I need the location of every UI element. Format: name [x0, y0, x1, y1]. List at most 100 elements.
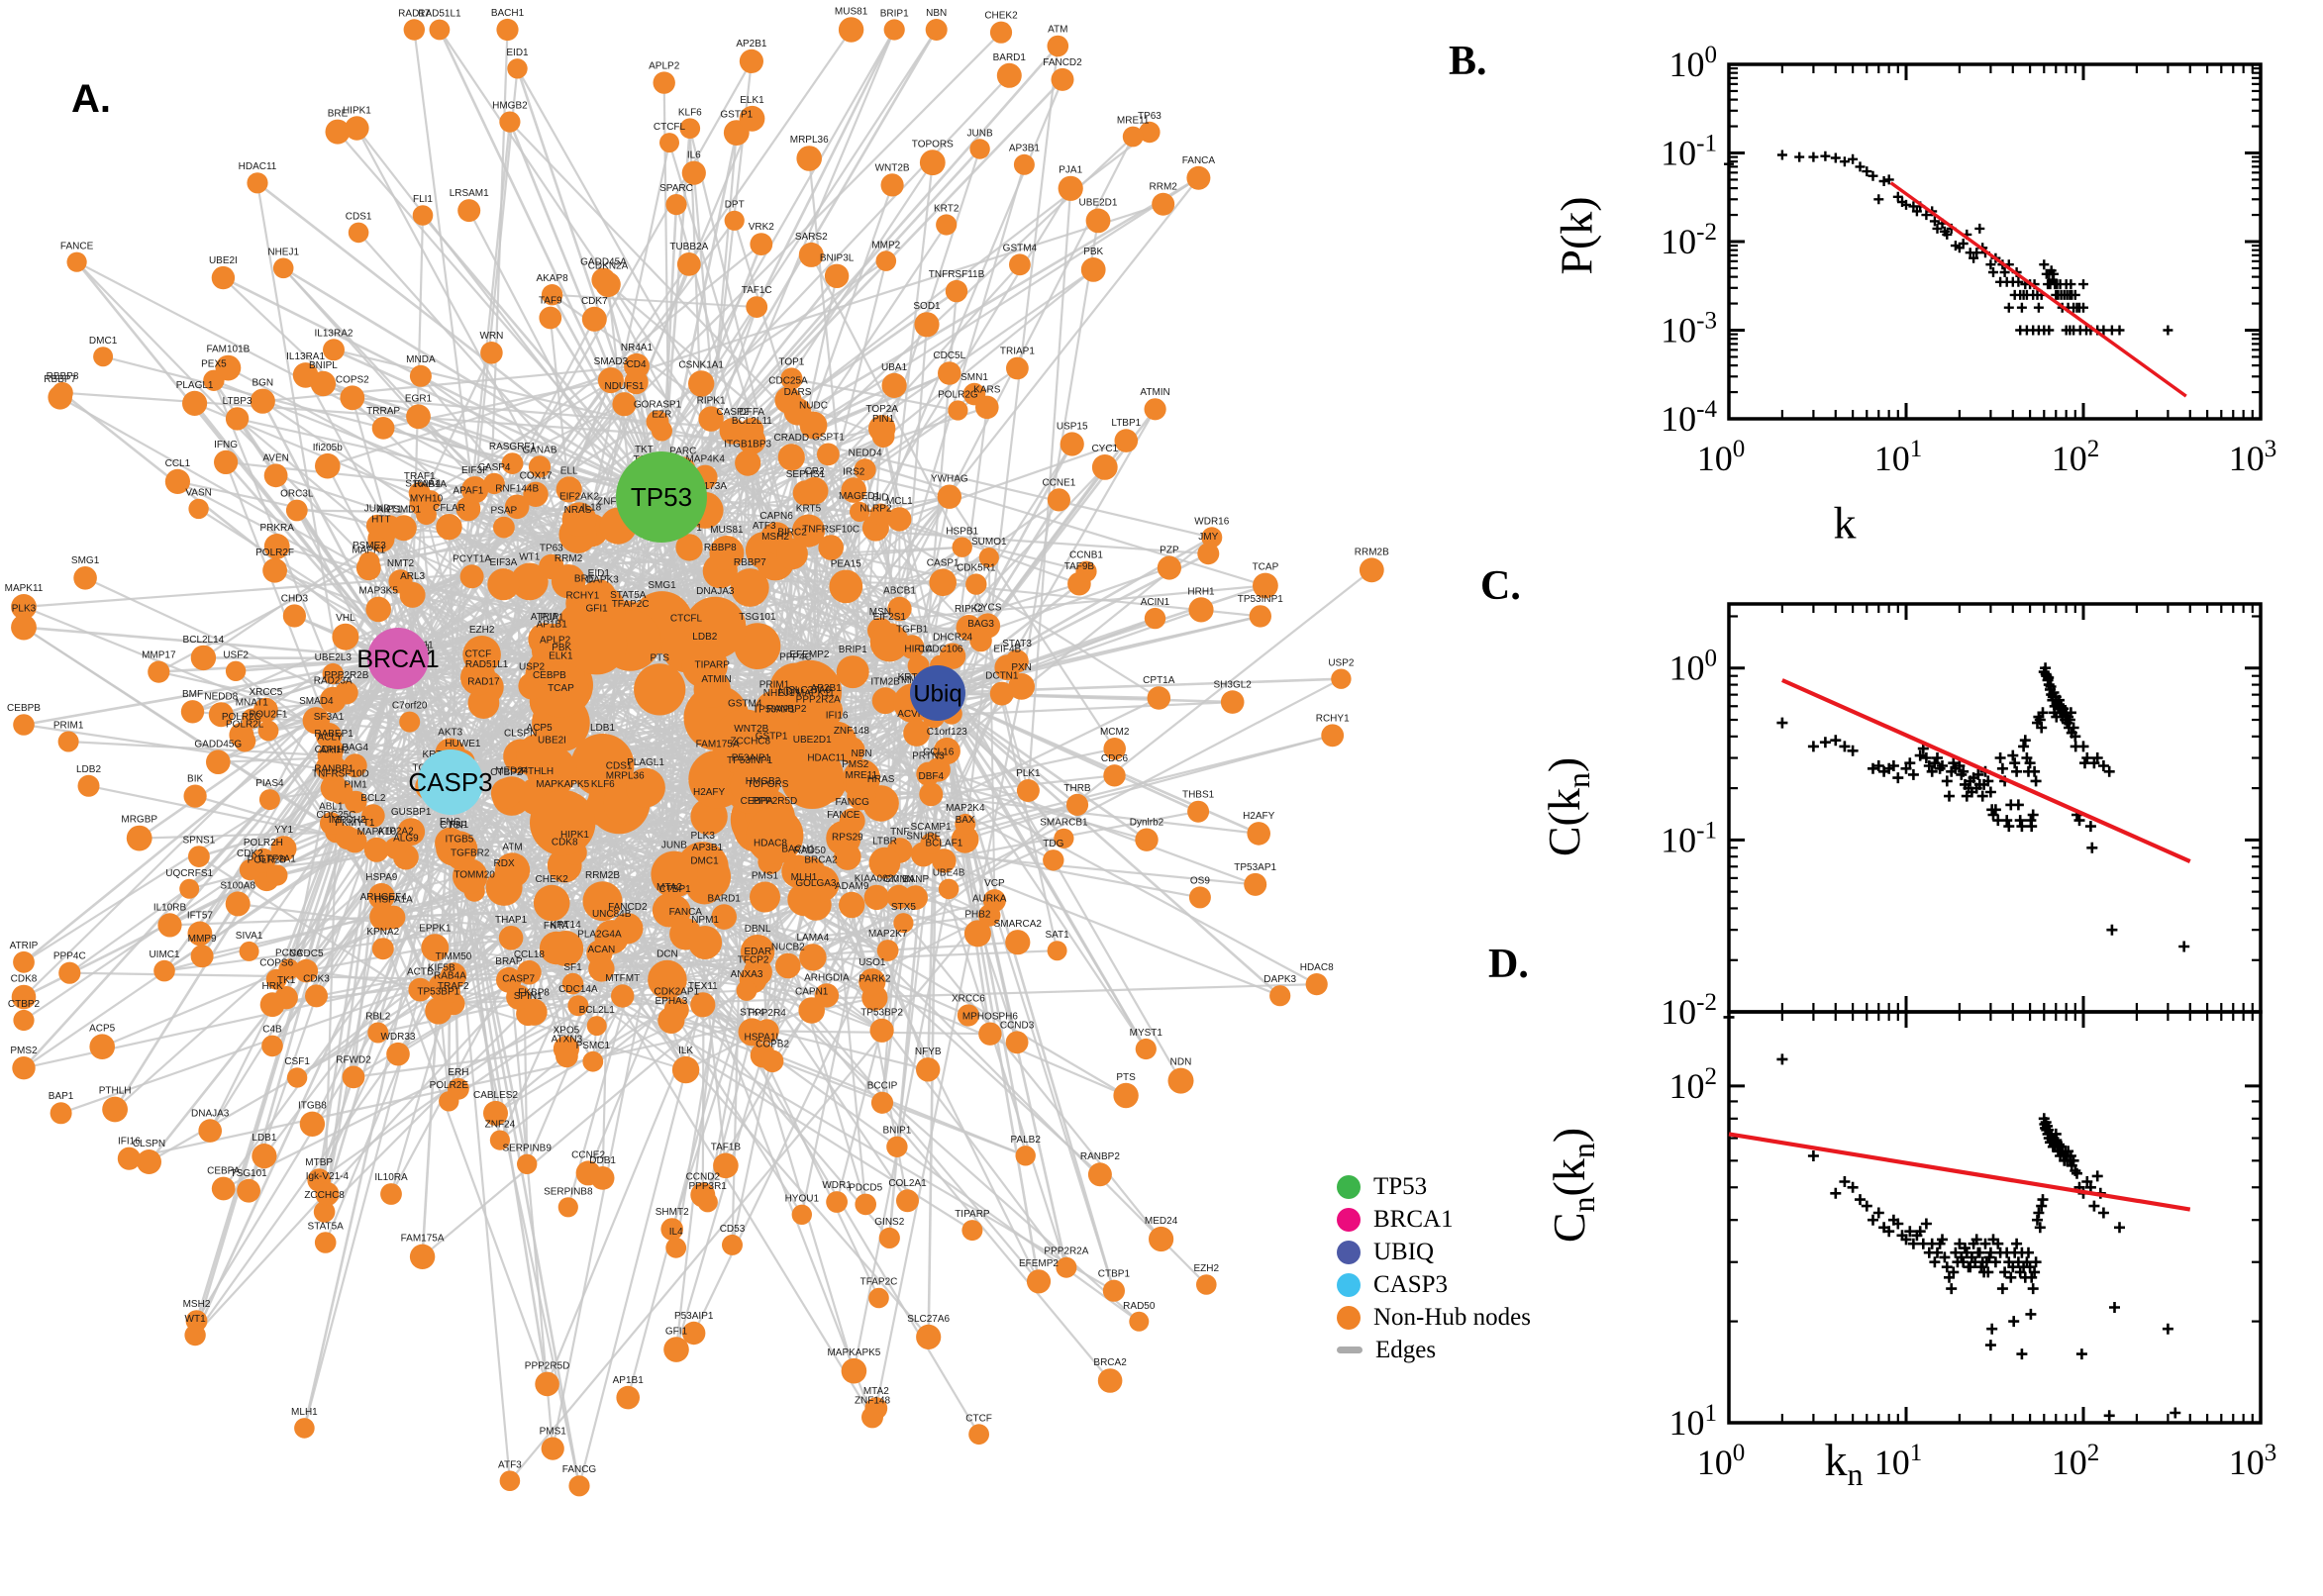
network-node-label: LDB1 — [252, 1133, 276, 1144]
network-node-label: SOD1 — [913, 301, 941, 312]
network-node — [665, 1237, 687, 1258]
network-node — [425, 997, 453, 1025]
network-node-label: CTCFL — [654, 122, 686, 133]
network-node-label: PMS2 — [10, 1046, 38, 1056]
network-node — [665, 194, 687, 216]
network-node — [567, 995, 589, 1017]
network-node-label: CD4 — [627, 359, 647, 370]
network-node-label: FANCE — [60, 242, 94, 252]
network-node-label: ACP5 — [89, 1023, 116, 1034]
network-node-label: VRK2 — [749, 222, 775, 233]
network-node-label: DPT — [725, 200, 745, 211]
network-node-label: APLP2 — [540, 636, 571, 647]
network-node — [1051, 67, 1074, 91]
network-node-label: PLA2G4A — [577, 929, 622, 940]
network-node — [750, 881, 780, 913]
network-node-label: VASN — [185, 488, 212, 499]
network-node-label: RRM2 — [555, 553, 583, 564]
network-node — [1013, 153, 1035, 175]
network-node-label: ATF3 — [498, 1459, 522, 1470]
network-node-label: BCL2L14 — [183, 635, 225, 646]
network-node — [548, 931, 584, 966]
network-node — [1005, 649, 1029, 673]
network-node-label: CYCS — [974, 603, 1002, 614]
network-node — [829, 569, 863, 604]
network-node — [1009, 253, 1031, 276]
network-node-label: RCHY1 — [1316, 713, 1350, 724]
network-node-label: BACH1 — [781, 845, 815, 855]
network-node-label: HSPA1L — [744, 1032, 781, 1043]
network-node — [961, 1220, 983, 1242]
network-node-label: COX17 — [520, 471, 553, 482]
network-node — [568, 1475, 590, 1497]
network-node-label: GMNN — [883, 874, 914, 885]
network-node — [257, 720, 279, 742]
network-node-label: SMARCB1 — [1040, 818, 1088, 829]
network-node-label: CDK8 — [11, 974, 38, 985]
network-node-label: TRAF1 — [404, 471, 436, 482]
network-node-label: WRN — [479, 331, 503, 342]
network-node-label: EZH2 — [469, 625, 495, 636]
network-node-label: COL2A1 — [888, 1178, 927, 1189]
network-node-label: ZCCHC8 — [304, 1190, 345, 1201]
network-node — [736, 980, 758, 1001]
network-node — [530, 789, 596, 856]
network-node — [182, 390, 208, 416]
network-node-label: NDUFS1 — [604, 381, 644, 392]
tick-label: 102 — [2052, 436, 2100, 478]
network-node-label: TDG — [1043, 839, 1063, 849]
network-node-label: P53AIP1 — [674, 1311, 714, 1322]
network-node-label: MMP2 — [871, 240, 900, 250]
network-node — [760, 1049, 784, 1073]
network-node-label: RNF144B — [495, 484, 539, 495]
network-node-label: NEDD4 — [849, 448, 882, 458]
network-node-label: CDC14A — [558, 984, 598, 995]
network-node — [58, 961, 81, 984]
network-node — [780, 367, 803, 390]
network-node-label: APLP2 — [649, 60, 680, 71]
network-node — [671, 1055, 700, 1084]
network-node — [399, 711, 421, 733]
network-node-label: DCN — [656, 949, 678, 960]
network-node-label: IL10RB — [153, 902, 187, 913]
network-node-label: LTBP3 — [223, 396, 252, 407]
network-node-label: ATM — [502, 842, 522, 852]
network-node-label: CHD3 — [281, 593, 309, 604]
network-node-label: PLK3 — [690, 831, 715, 842]
network-node — [657, 1006, 685, 1034]
network-node-label: CASP7 — [502, 974, 535, 985]
network-node-label: POU2F1 — [250, 710, 288, 721]
network-node-label: TUBB2A — [669, 242, 708, 252]
network-node-label: CDS1 — [346, 212, 372, 223]
network-node-label: PKMYT1 — [335, 818, 374, 829]
network-node — [780, 746, 845, 809]
network-node-label: CSF1 — [284, 1056, 310, 1067]
legend-label: Non-Hub nodes — [1373, 1303, 1532, 1331]
network-node — [1253, 572, 1278, 599]
network-node — [690, 992, 716, 1018]
network-node-label: USP2 — [519, 661, 546, 672]
network-node — [409, 364, 432, 387]
network-node-label: C1orf123 — [927, 727, 968, 738]
network-node-label: FANCA — [669, 907, 703, 918]
network-node-label: APAF1 — [453, 485, 483, 496]
network-node — [320, 812, 343, 835]
network-node — [920, 833, 942, 854]
network-node-label: EFEMP2 — [1019, 1258, 1059, 1269]
network-node — [436, 514, 462, 541]
network-node — [1060, 432, 1084, 456]
network-node-label: TAF9 — [539, 296, 562, 307]
network-node-label: BGN — [252, 378, 273, 389]
legend-item-casp3: CASP3 — [1337, 1268, 1531, 1301]
network-node-label: JUND — [364, 504, 391, 515]
network-node-label: IMPDH2 — [329, 815, 366, 826]
network-node — [1047, 941, 1067, 961]
network-node-label: RAD17 — [398, 8, 431, 19]
network-node — [616, 1385, 640, 1410]
legend-item-tp53: TP53 — [1337, 1170, 1531, 1203]
network-node-label: NHEJ1 — [267, 248, 299, 258]
network-node — [1321, 724, 1345, 748]
network-node-label: SPIN1 — [514, 991, 543, 1002]
network-node-label: CABLES2 — [473, 1090, 518, 1101]
network-node — [1047, 35, 1069, 57]
